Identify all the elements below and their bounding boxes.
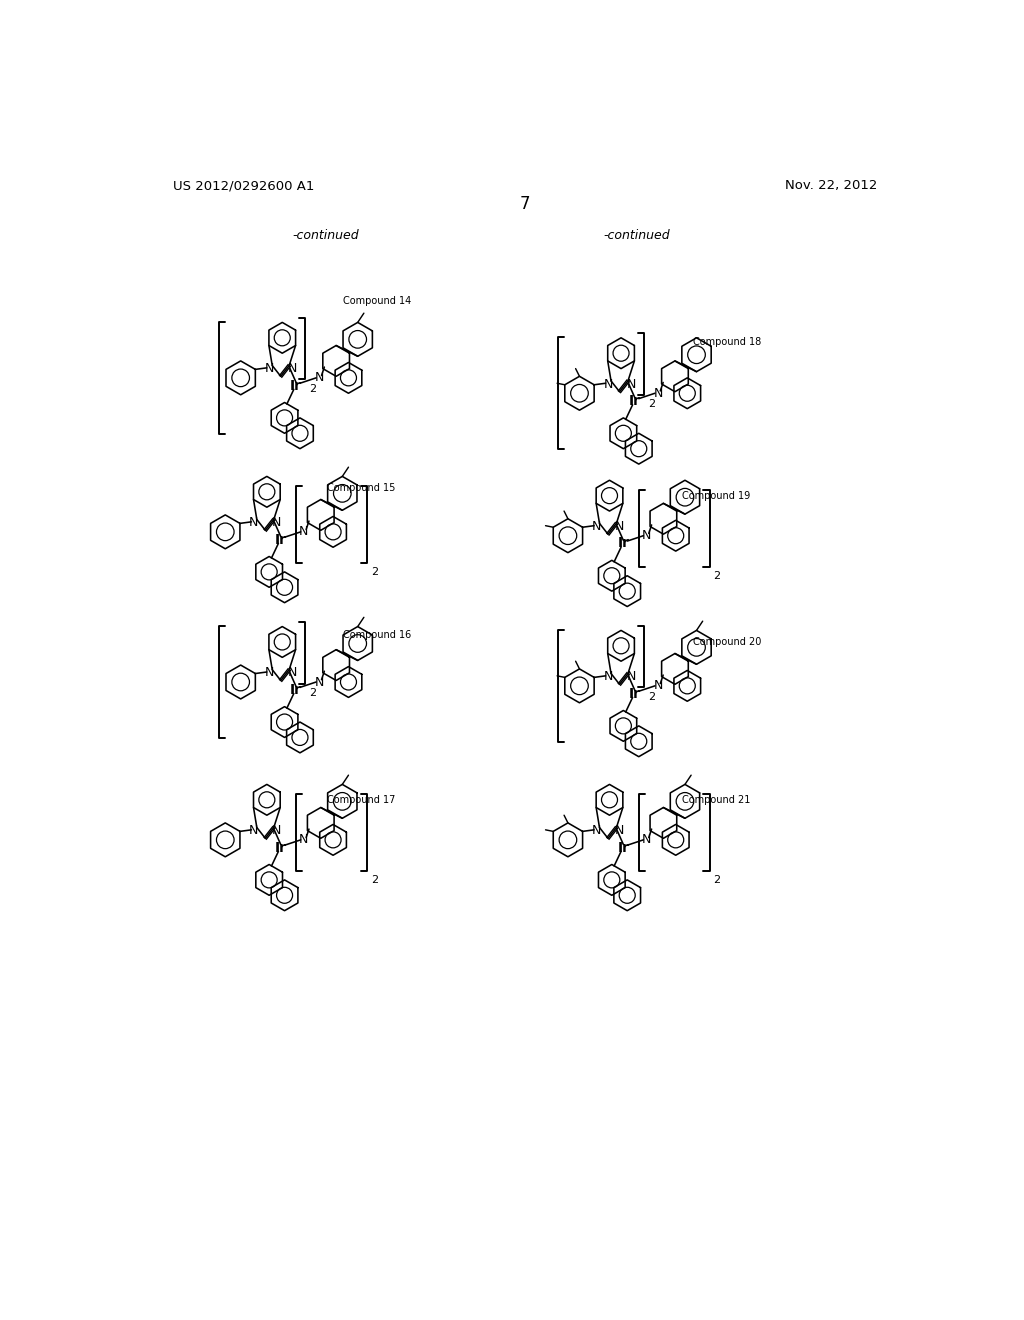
Text: Ir: Ir bbox=[274, 841, 287, 854]
Text: Compound 19: Compound 19 bbox=[682, 491, 750, 502]
Text: Ir: Ir bbox=[274, 532, 287, 546]
Text: Compound 17: Compound 17 bbox=[328, 795, 395, 805]
Text: N: N bbox=[249, 824, 258, 837]
Text: -continued: -continued bbox=[292, 230, 358, 243]
Text: N: N bbox=[272, 824, 282, 837]
Text: 2: 2 bbox=[714, 875, 721, 886]
Text: 2: 2 bbox=[714, 572, 721, 581]
Text: Ir: Ir bbox=[290, 682, 302, 697]
Text: N: N bbox=[642, 529, 651, 543]
Text: N: N bbox=[592, 824, 601, 837]
Text: 2: 2 bbox=[648, 692, 655, 702]
Text: -continued: -continued bbox=[604, 230, 671, 243]
Text: N: N bbox=[653, 387, 663, 400]
Text: N: N bbox=[264, 667, 273, 680]
Text: 2: 2 bbox=[648, 400, 655, 409]
Text: N: N bbox=[642, 833, 651, 846]
Text: Ir: Ir bbox=[290, 379, 302, 392]
Text: N: N bbox=[264, 362, 273, 375]
Text: Compound 16: Compound 16 bbox=[343, 630, 411, 640]
Text: Compound 20: Compound 20 bbox=[693, 638, 762, 647]
Text: N: N bbox=[627, 671, 636, 684]
Text: 2: 2 bbox=[309, 688, 316, 698]
Text: 7: 7 bbox=[519, 194, 530, 213]
Text: Ir: Ir bbox=[617, 536, 630, 550]
Text: N: N bbox=[614, 824, 625, 837]
Text: N: N bbox=[299, 833, 308, 846]
Text: N: N bbox=[288, 362, 297, 375]
Text: Ir: Ir bbox=[629, 393, 641, 408]
Text: N: N bbox=[299, 525, 308, 539]
Text: 2: 2 bbox=[309, 384, 316, 393]
Text: N: N bbox=[314, 676, 324, 689]
Text: US 2012/0292600 A1: US 2012/0292600 A1 bbox=[173, 180, 314, 193]
Text: Compound 18: Compound 18 bbox=[693, 337, 762, 347]
Text: N: N bbox=[592, 520, 601, 533]
Text: N: N bbox=[314, 371, 324, 384]
Text: N: N bbox=[272, 516, 282, 529]
Text: Compound 21: Compound 21 bbox=[682, 795, 750, 805]
Text: Compound 15: Compound 15 bbox=[328, 483, 395, 494]
Text: Ir: Ir bbox=[617, 841, 630, 854]
Text: N: N bbox=[603, 671, 612, 684]
Text: Nov. 22, 2012: Nov. 22, 2012 bbox=[785, 180, 878, 193]
Text: N: N bbox=[627, 378, 636, 391]
Text: 2: 2 bbox=[371, 875, 378, 886]
Text: Compound 14: Compound 14 bbox=[343, 296, 411, 306]
Text: Ir: Ir bbox=[629, 686, 641, 701]
Text: N: N bbox=[249, 516, 258, 529]
Text: 2: 2 bbox=[371, 568, 378, 577]
Text: N: N bbox=[653, 680, 663, 693]
Text: N: N bbox=[288, 667, 297, 680]
Text: N: N bbox=[614, 520, 625, 533]
Text: N: N bbox=[603, 378, 612, 391]
